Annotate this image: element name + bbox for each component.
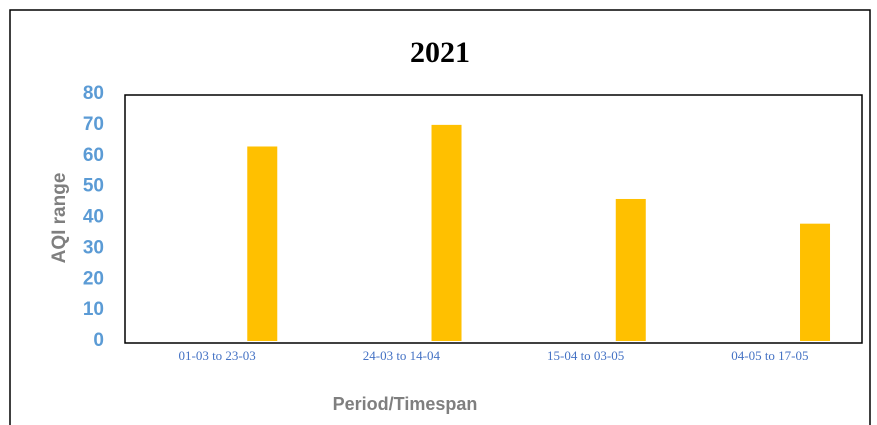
y-tick-label: 10 xyxy=(83,299,104,320)
x-tick-label: 01-03 to 23-03 xyxy=(178,348,255,363)
plot-area xyxy=(124,94,863,344)
y-axis-label: AQI range xyxy=(49,173,70,264)
x-tick-label: 24-03 to 14-04 xyxy=(363,348,441,363)
y-tick-label: 40 xyxy=(83,207,104,228)
y-tick-label: 80 xyxy=(83,83,104,104)
bar xyxy=(800,223,831,341)
frame xyxy=(9,9,871,425)
y-tick-label: 70 xyxy=(83,114,104,135)
x-tick-label: 15-04 to 03-05 xyxy=(547,348,624,363)
y-tick-label: 60 xyxy=(83,145,104,166)
bar xyxy=(247,146,278,341)
y-tick-label: 20 xyxy=(83,268,104,289)
x-tick-label: 04-05 to 17-05 xyxy=(731,348,808,363)
chart-title: 2021 xyxy=(410,36,470,69)
y-tick-label: 50 xyxy=(83,176,104,197)
y-tick-label: 0 xyxy=(93,330,104,351)
y-tick-label: 30 xyxy=(83,237,104,258)
bar xyxy=(615,198,646,341)
x-axis-label: Period/Timespan xyxy=(333,394,478,414)
bar xyxy=(431,124,462,341)
